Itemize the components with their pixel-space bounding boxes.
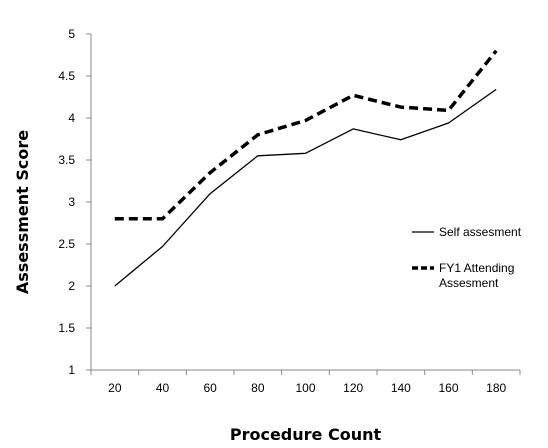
y-tick-label: 3 — [68, 195, 75, 209]
y-tick-label: 2 — [68, 279, 75, 293]
x-tick-label: 140 — [391, 381, 411, 395]
y-tick-label: 1.5 — [58, 321, 75, 335]
y-tick-label: 1 — [68, 363, 75, 377]
x-tick-label: 20 — [108, 381, 122, 395]
legend-label-self-assessment: Self assesment — [439, 225, 522, 239]
y-axis-title: Assessment Score — [13, 130, 32, 294]
x-tick-label: 160 — [438, 381, 458, 395]
x-tick-label: 120 — [343, 381, 363, 395]
y-tick-label: 4 — [68, 111, 75, 125]
y-tick-label: 2.5 — [58, 237, 75, 251]
y-tick-label: 5 — [68, 27, 75, 41]
x-tick-label: 180 — [486, 381, 506, 395]
legend-label-fy1-attending: FY1 Attending — [439, 261, 514, 275]
x-tick-label: 60 — [203, 381, 217, 395]
legend-label-fy1-attending: Assesment — [439, 276, 499, 290]
x-tick-label: 80 — [251, 381, 265, 395]
series-lines — [114, 49, 498, 287]
x-tick-label: 100 — [295, 381, 315, 395]
x-tick-label: 40 — [156, 381, 170, 395]
y-tick-label: 3.5 — [58, 153, 75, 167]
axes — [90, 34, 520, 371]
tick-labels: 1 1.5 2 2.5 3 3.5 4 4.5 5 20 40 60 80 100 120 140 160 180 — [58, 27, 521, 395]
y-tick-label: 4.5 — [58, 69, 75, 83]
series-line-fy1-attending — [114, 49, 498, 221]
x-axis-title: Procedure Count — [230, 425, 382, 444]
series-line-self-assessment — [114, 88, 497, 287]
